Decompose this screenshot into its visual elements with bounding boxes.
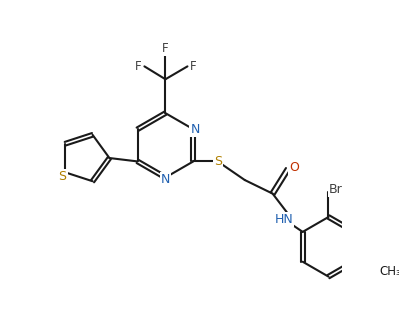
Text: F: F <box>135 60 142 73</box>
Text: F: F <box>190 60 197 73</box>
Text: Br: Br <box>329 183 343 196</box>
Text: N: N <box>161 173 170 186</box>
Text: CH₃: CH₃ <box>379 265 399 278</box>
Text: N: N <box>190 123 200 136</box>
Text: HN: HN <box>275 213 293 226</box>
Text: S: S <box>59 170 67 183</box>
Text: S: S <box>214 155 222 168</box>
Text: F: F <box>162 42 169 55</box>
Text: O: O <box>289 161 299 174</box>
